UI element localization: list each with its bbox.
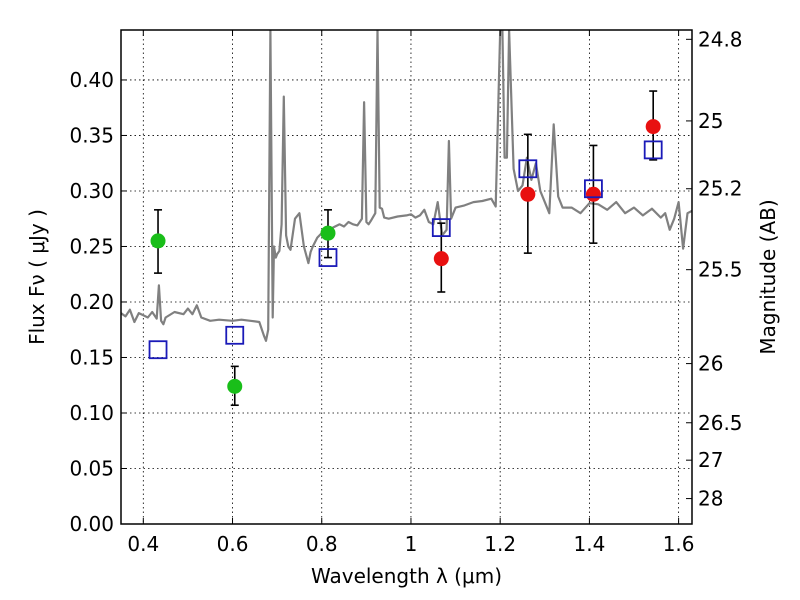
spectrum-line: [121, 30, 692, 342]
x-tick-label: 0.8: [306, 532, 338, 556]
y-tick-label: 0.20: [69, 290, 114, 314]
data-point: [645, 119, 661, 135]
y2-axis-label: Magnitude (AB): [756, 199, 780, 354]
y-tick-label: 0.10: [69, 401, 114, 425]
grid-layer: [121, 30, 692, 525]
data-point: [520, 186, 536, 202]
y2-tick-label: 26.5: [698, 411, 743, 435]
y-axis-label: Flux Fν ( μJy ): [25, 209, 49, 345]
y2-tick-label: 26: [698, 352, 723, 376]
data-point: [433, 251, 449, 267]
y2-tick-label: 25.5: [698, 258, 743, 282]
x-tick-label: 1: [405, 532, 418, 556]
y2-tick-label: 27: [698, 448, 723, 472]
y2-tick-label: 28: [698, 487, 723, 511]
data-point-square: [431, 218, 451, 238]
x-tick-label: 1.2: [484, 532, 516, 556]
data-point-square: [518, 159, 538, 179]
x-tick-label: 1.6: [663, 532, 695, 556]
y-tick-label: 0.00: [69, 512, 114, 536]
y-tick-label: 0.15: [69, 345, 114, 369]
data-layer: [121, 30, 692, 407]
data-point-square: [148, 340, 168, 360]
plot-frame: [120, 29, 693, 525]
y2-tick-label: 25: [698, 109, 723, 133]
y-tick-label: 0.05: [69, 456, 114, 480]
data-point-square: [225, 325, 245, 345]
data-point: [585, 186, 601, 202]
y-tick-label: 0.25: [69, 234, 114, 258]
data-point-square: [318, 248, 338, 267]
data-point-square: [643, 140, 663, 160]
y-tick-label: 0.40: [69, 68, 114, 92]
ticks-layer: 0.4 0.6 0.8 1 1.2 1.4 1.6 0.00 0.05 0.10 0.15 0.20 0…: [69, 27, 742, 556]
y-tick-label: 0.30: [69, 179, 114, 203]
data-point: [150, 233, 166, 249]
y2-tick-label: 25.2: [698, 177, 743, 201]
data-point-square: [584, 179, 603, 199]
y2-tick-label: 24.8: [698, 27, 743, 51]
x-tick-label: 0.6: [217, 532, 249, 556]
x-tick-label: 0.4: [127, 532, 159, 556]
data-point: [320, 225, 336, 241]
y-tick-label: 0.35: [69, 123, 114, 147]
x-axis-label: Wavelength λ (μm): [311, 564, 502, 588]
x-tick-label: 1.4: [573, 532, 605, 556]
data-point: [227, 378, 243, 394]
